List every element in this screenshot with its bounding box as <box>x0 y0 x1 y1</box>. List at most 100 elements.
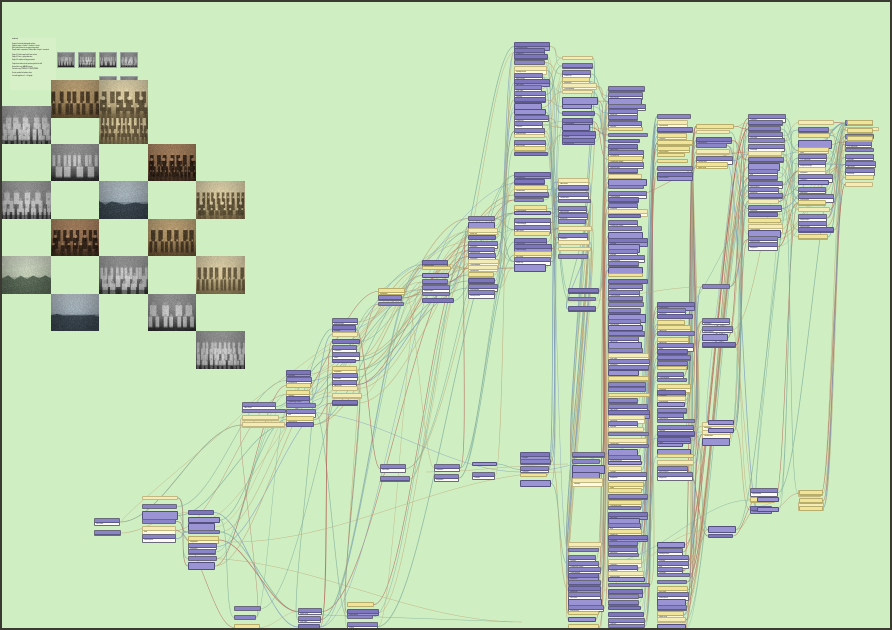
node-title-bar[interactable] <box>559 186 588 190</box>
graph-node[interactable]: CropFace <box>657 133 687 140</box>
graph-node[interactable]: ImageScale <box>657 472 693 481</box>
node-title-bar[interactable] <box>609 262 638 266</box>
node-title-bar[interactable] <box>658 385 690 389</box>
graph-node[interactable]: ColorMatch <box>434 464 460 472</box>
node-title-bar[interactable] <box>609 186 643 188</box>
graph-node[interactable]: LoraLoader <box>847 120 873 126</box>
graph-node[interactable]: VAEDecode <box>558 185 589 191</box>
node-title-bar[interactable] <box>658 332 694 335</box>
graph-node[interactable]: ColorMatch <box>608 376 649 382</box>
node-title-bar[interactable] <box>435 475 458 479</box>
graph-node[interactable]: ControlNetApply <box>657 460 694 466</box>
graph-node[interactable]: ConditioningCombine <box>708 534 733 538</box>
graph-node[interactable]: ImageBatch <box>568 611 599 615</box>
graph-node[interactable]: UpscaleModel <box>750 488 778 497</box>
node-title-bar[interactable] <box>515 116 548 120</box>
node-title-bar[interactable] <box>563 78 589 82</box>
node-title-bar[interactable] <box>609 530 641 534</box>
node-title-bar[interactable] <box>469 254 495 258</box>
node-title-bar[interactable] <box>609 291 639 295</box>
node-title-bar[interactable] <box>515 80 549 84</box>
node-title-bar[interactable] <box>658 556 688 560</box>
graph-node[interactable] <box>514 264 546 272</box>
graph-node[interactable]: PrimitiveNode <box>558 226 592 231</box>
node-title-bar[interactable] <box>609 416 644 420</box>
node-title-bar[interactable] <box>299 617 320 621</box>
node-title-bar[interactable] <box>235 625 259 628</box>
node-title-bar[interactable] <box>609 377 648 381</box>
graph-node[interactable] <box>757 497 779 502</box>
graph-node[interactable]: TextMultiline <box>234 606 261 611</box>
node-title-bar[interactable] <box>658 379 686 381</box>
node-title-bar[interactable] <box>609 280 647 283</box>
graph-node[interactable] <box>708 420 734 425</box>
graph-node[interactable]: KSampler <box>657 349 688 355</box>
node-title-bar[interactable] <box>609 215 640 217</box>
node-title-bar[interactable] <box>469 242 497 246</box>
node-title-bar[interactable] <box>799 235 827 239</box>
graph-node[interactable]: Switch <box>657 166 693 171</box>
node-title-bar[interactable] <box>609 337 638 341</box>
graph-node[interactable]: EmptyLatentImage <box>562 90 593 94</box>
node-title-bar[interactable] <box>515 129 544 133</box>
node-title-bar[interactable] <box>609 524 640 528</box>
node-title-bar[interactable] <box>749 206 781 210</box>
node-title-bar[interactable] <box>658 587 687 591</box>
node-title-bar[interactable] <box>515 49 544 53</box>
graph-node[interactable]: VAEDecode <box>568 542 602 547</box>
graph-node[interactable]: Reroute <box>514 231 550 236</box>
node-title-bar[interactable] <box>423 293 449 295</box>
graph-node[interactable]: ImageScale <box>657 419 695 423</box>
node-title-bar[interactable] <box>287 417 313 421</box>
node-title-bar[interactable] <box>609 163 643 167</box>
graph-node[interactable]: PreviewImage <box>514 172 551 179</box>
graph-node[interactable] <box>422 273 449 278</box>
node-title-bar[interactable] <box>515 92 545 96</box>
node-title-bar[interactable] <box>573 479 602 483</box>
node-title-bar[interactable] <box>559 255 587 258</box>
graph-node[interactable]: ModelSampling <box>520 459 551 465</box>
node-title-bar[interactable] <box>235 607 260 610</box>
graph-node[interactable]: MathExpression <box>748 151 782 157</box>
node-title-bar[interactable] <box>658 128 692 132</box>
node-title-bar[interactable] <box>287 410 315 414</box>
node-title-bar[interactable] <box>379 296 401 300</box>
node-title-bar[interactable] <box>703 431 730 435</box>
node-title-bar[interactable] <box>703 423 733 427</box>
node-title-bar[interactable] <box>469 285 497 289</box>
node-title-bar[interactable] <box>799 121 833 124</box>
node-title-bar[interactable] <box>189 531 219 533</box>
graph-node[interactable]: MathExpression <box>468 216 495 221</box>
node-title-bar[interactable] <box>609 145 637 149</box>
graph-node[interactable]: TextMultiline <box>847 128 873 134</box>
node-title-bar[interactable] <box>658 356 690 360</box>
node-title-bar[interactable] <box>423 286 449 290</box>
node-title-bar[interactable] <box>287 384 310 387</box>
node-title-bar[interactable] <box>95 519 119 523</box>
node-title-bar[interactable] <box>469 291 494 295</box>
node-title-bar[interactable] <box>848 129 872 133</box>
node-title-bar[interactable] <box>658 338 688 342</box>
node-title-bar[interactable] <box>559 241 589 244</box>
node-title-bar[interactable] <box>658 549 682 553</box>
graph-node[interactable]: IntegerInput <box>608 398 638 404</box>
node-title-bar[interactable] <box>609 428 643 431</box>
node-title-bar[interactable] <box>749 170 777 174</box>
node-title-bar[interactable] <box>423 299 453 302</box>
node-title-bar[interactable] <box>658 167 692 170</box>
node-title-bar[interactable] <box>799 201 825 205</box>
graph-node[interactable]: StringConcat <box>188 530 220 534</box>
node-title-bar[interactable] <box>379 303 403 305</box>
node-title-bar[interactable] <box>609 204 637 208</box>
graph-node[interactable] <box>608 325 643 331</box>
node-title-bar[interactable] <box>515 86 541 90</box>
node-title-bar[interactable] <box>143 505 176 508</box>
node-title-bar[interactable] <box>609 467 641 471</box>
graph-node[interactable]: Note <box>748 212 778 217</box>
graph-node[interactable]: LatentUpscale <box>142 534 176 543</box>
node-title-bar[interactable] <box>515 206 546 210</box>
node-title-bar[interactable] <box>799 148 828 152</box>
node-title-bar[interactable] <box>469 248 494 252</box>
graph-node[interactable]: FaceDetect <box>514 152 548 156</box>
node-title-bar[interactable] <box>569 562 598 566</box>
